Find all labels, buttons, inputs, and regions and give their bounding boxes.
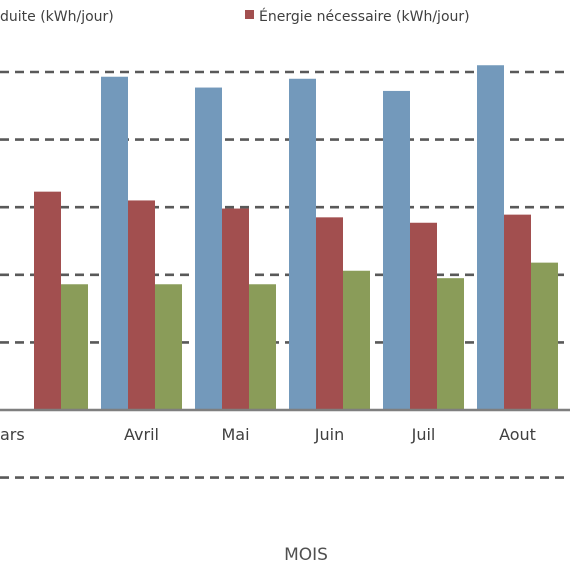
bar-series-0-mai xyxy=(195,87,222,410)
bar-series-1-mars xyxy=(34,191,61,410)
bar-series-1-aout xyxy=(504,214,531,410)
x-tick-labels: arsAvrilMaiJuinJuilAoutSep xyxy=(0,425,536,444)
x-tick-label: Juil xyxy=(411,425,436,444)
bar-series-1-avril xyxy=(128,200,155,410)
legend-label-energie-necessaire: Énergie nécessaire (kWh/jour) xyxy=(259,8,470,25)
bar-series-1-mai xyxy=(222,208,249,410)
bar-series-2-avril xyxy=(155,284,182,410)
bar-series-2-juin xyxy=(343,270,370,410)
legend: duite (kWh/jour) Énergie nécessaire (kWh… xyxy=(0,8,470,25)
bars xyxy=(34,65,558,411)
gridlines xyxy=(0,70,570,479)
bar-series-1-juil xyxy=(410,222,437,410)
bar-series-0-juin xyxy=(289,78,316,410)
legend-label-energie-produite: duite (kWh/jour) xyxy=(0,9,114,25)
bar-series-2-aout xyxy=(531,262,558,410)
bar-series-0-avril xyxy=(101,76,128,411)
legend-swatch-energie-necessaire xyxy=(245,10,254,19)
x-tick-label: ars xyxy=(0,425,25,444)
bar-series-2-mars xyxy=(61,284,88,410)
x-tick-label: Avril xyxy=(124,425,159,444)
bar-series-0-juil xyxy=(383,90,410,410)
x-tick-label: Juin xyxy=(314,425,344,444)
bar-series-2-juil xyxy=(437,278,464,410)
bar-series-0-aout xyxy=(477,65,504,411)
x-axis-title: MOIS xyxy=(284,545,328,565)
x-tick-label: Mai xyxy=(221,425,249,444)
x-tick-label: Aout xyxy=(499,425,536,444)
bar-series-2-mai xyxy=(249,284,276,410)
bar-series-1-juin xyxy=(316,217,343,410)
